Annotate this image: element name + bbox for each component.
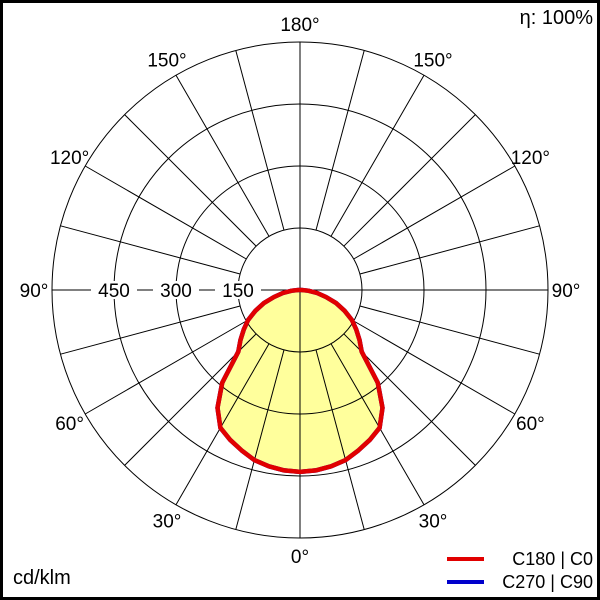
r-tick-label: 450 xyxy=(98,281,130,302)
grid-radial-line xyxy=(84,165,247,260)
angle-label: 30° xyxy=(153,511,182,532)
angle-label: 60° xyxy=(516,414,545,435)
grid-label-layer: 150 300 450 0° 30° 30° 60° 60° 90° 90° 120° 120° 150… xyxy=(20,15,581,568)
angle-label: 150° xyxy=(413,51,452,72)
grid-radial-line xyxy=(330,343,425,506)
grid-radial-line xyxy=(175,343,270,506)
legend-label-c180-c0: C180 | C0 xyxy=(512,549,593,569)
grid-radial-line xyxy=(353,165,516,260)
r-tick-label: 150 xyxy=(222,281,254,302)
angle-label: 60° xyxy=(55,414,84,435)
grid-radial-line xyxy=(84,320,247,415)
efficiency-label: η: 100% xyxy=(520,7,594,29)
unit-label: cd/klm xyxy=(13,567,71,589)
grid-radial-line xyxy=(60,225,241,275)
grid-radial-line xyxy=(330,74,425,237)
angle-label: 120° xyxy=(511,148,550,169)
r-tick-label-bg xyxy=(153,281,199,299)
grid-radial-line xyxy=(235,349,285,530)
grid-radial-line xyxy=(124,114,257,247)
angle-label: 30° xyxy=(419,511,448,532)
angle-label: 150° xyxy=(147,51,186,72)
grid-radial-line xyxy=(175,74,270,237)
angle-label: 180° xyxy=(280,15,319,36)
grid-radial-line xyxy=(343,114,476,247)
grid-radial-line xyxy=(315,50,365,231)
grid-radial-line xyxy=(353,320,516,415)
grid-radial-line xyxy=(60,305,241,355)
r-tick-label-bg xyxy=(215,281,261,299)
angle-label: 90° xyxy=(552,281,581,302)
curve-c180-c0 xyxy=(215,287,385,475)
legend-label-c270-c90: C270 | C90 xyxy=(502,572,593,592)
grid-radial-line xyxy=(359,305,540,355)
r-tick-label: 300 xyxy=(160,281,192,302)
polar-intensity-diagram: 150 300 450 0° 30° 30° 60° 60° 90° 90° 120° 120° 150… xyxy=(13,7,594,592)
angle-label: 90° xyxy=(20,281,49,302)
legend: C180 | C0 C270 | C90 xyxy=(447,549,593,592)
polar-grid-layer xyxy=(51,41,549,539)
r-tick-label-bg xyxy=(91,281,137,299)
grid-radial-line xyxy=(359,225,540,275)
grid-radial-line xyxy=(235,50,285,231)
grid-radial-line xyxy=(315,349,365,530)
angle-label: 120° xyxy=(50,148,89,169)
curve-stroke-layer xyxy=(215,287,385,475)
angle-label: 0° xyxy=(291,547,309,568)
